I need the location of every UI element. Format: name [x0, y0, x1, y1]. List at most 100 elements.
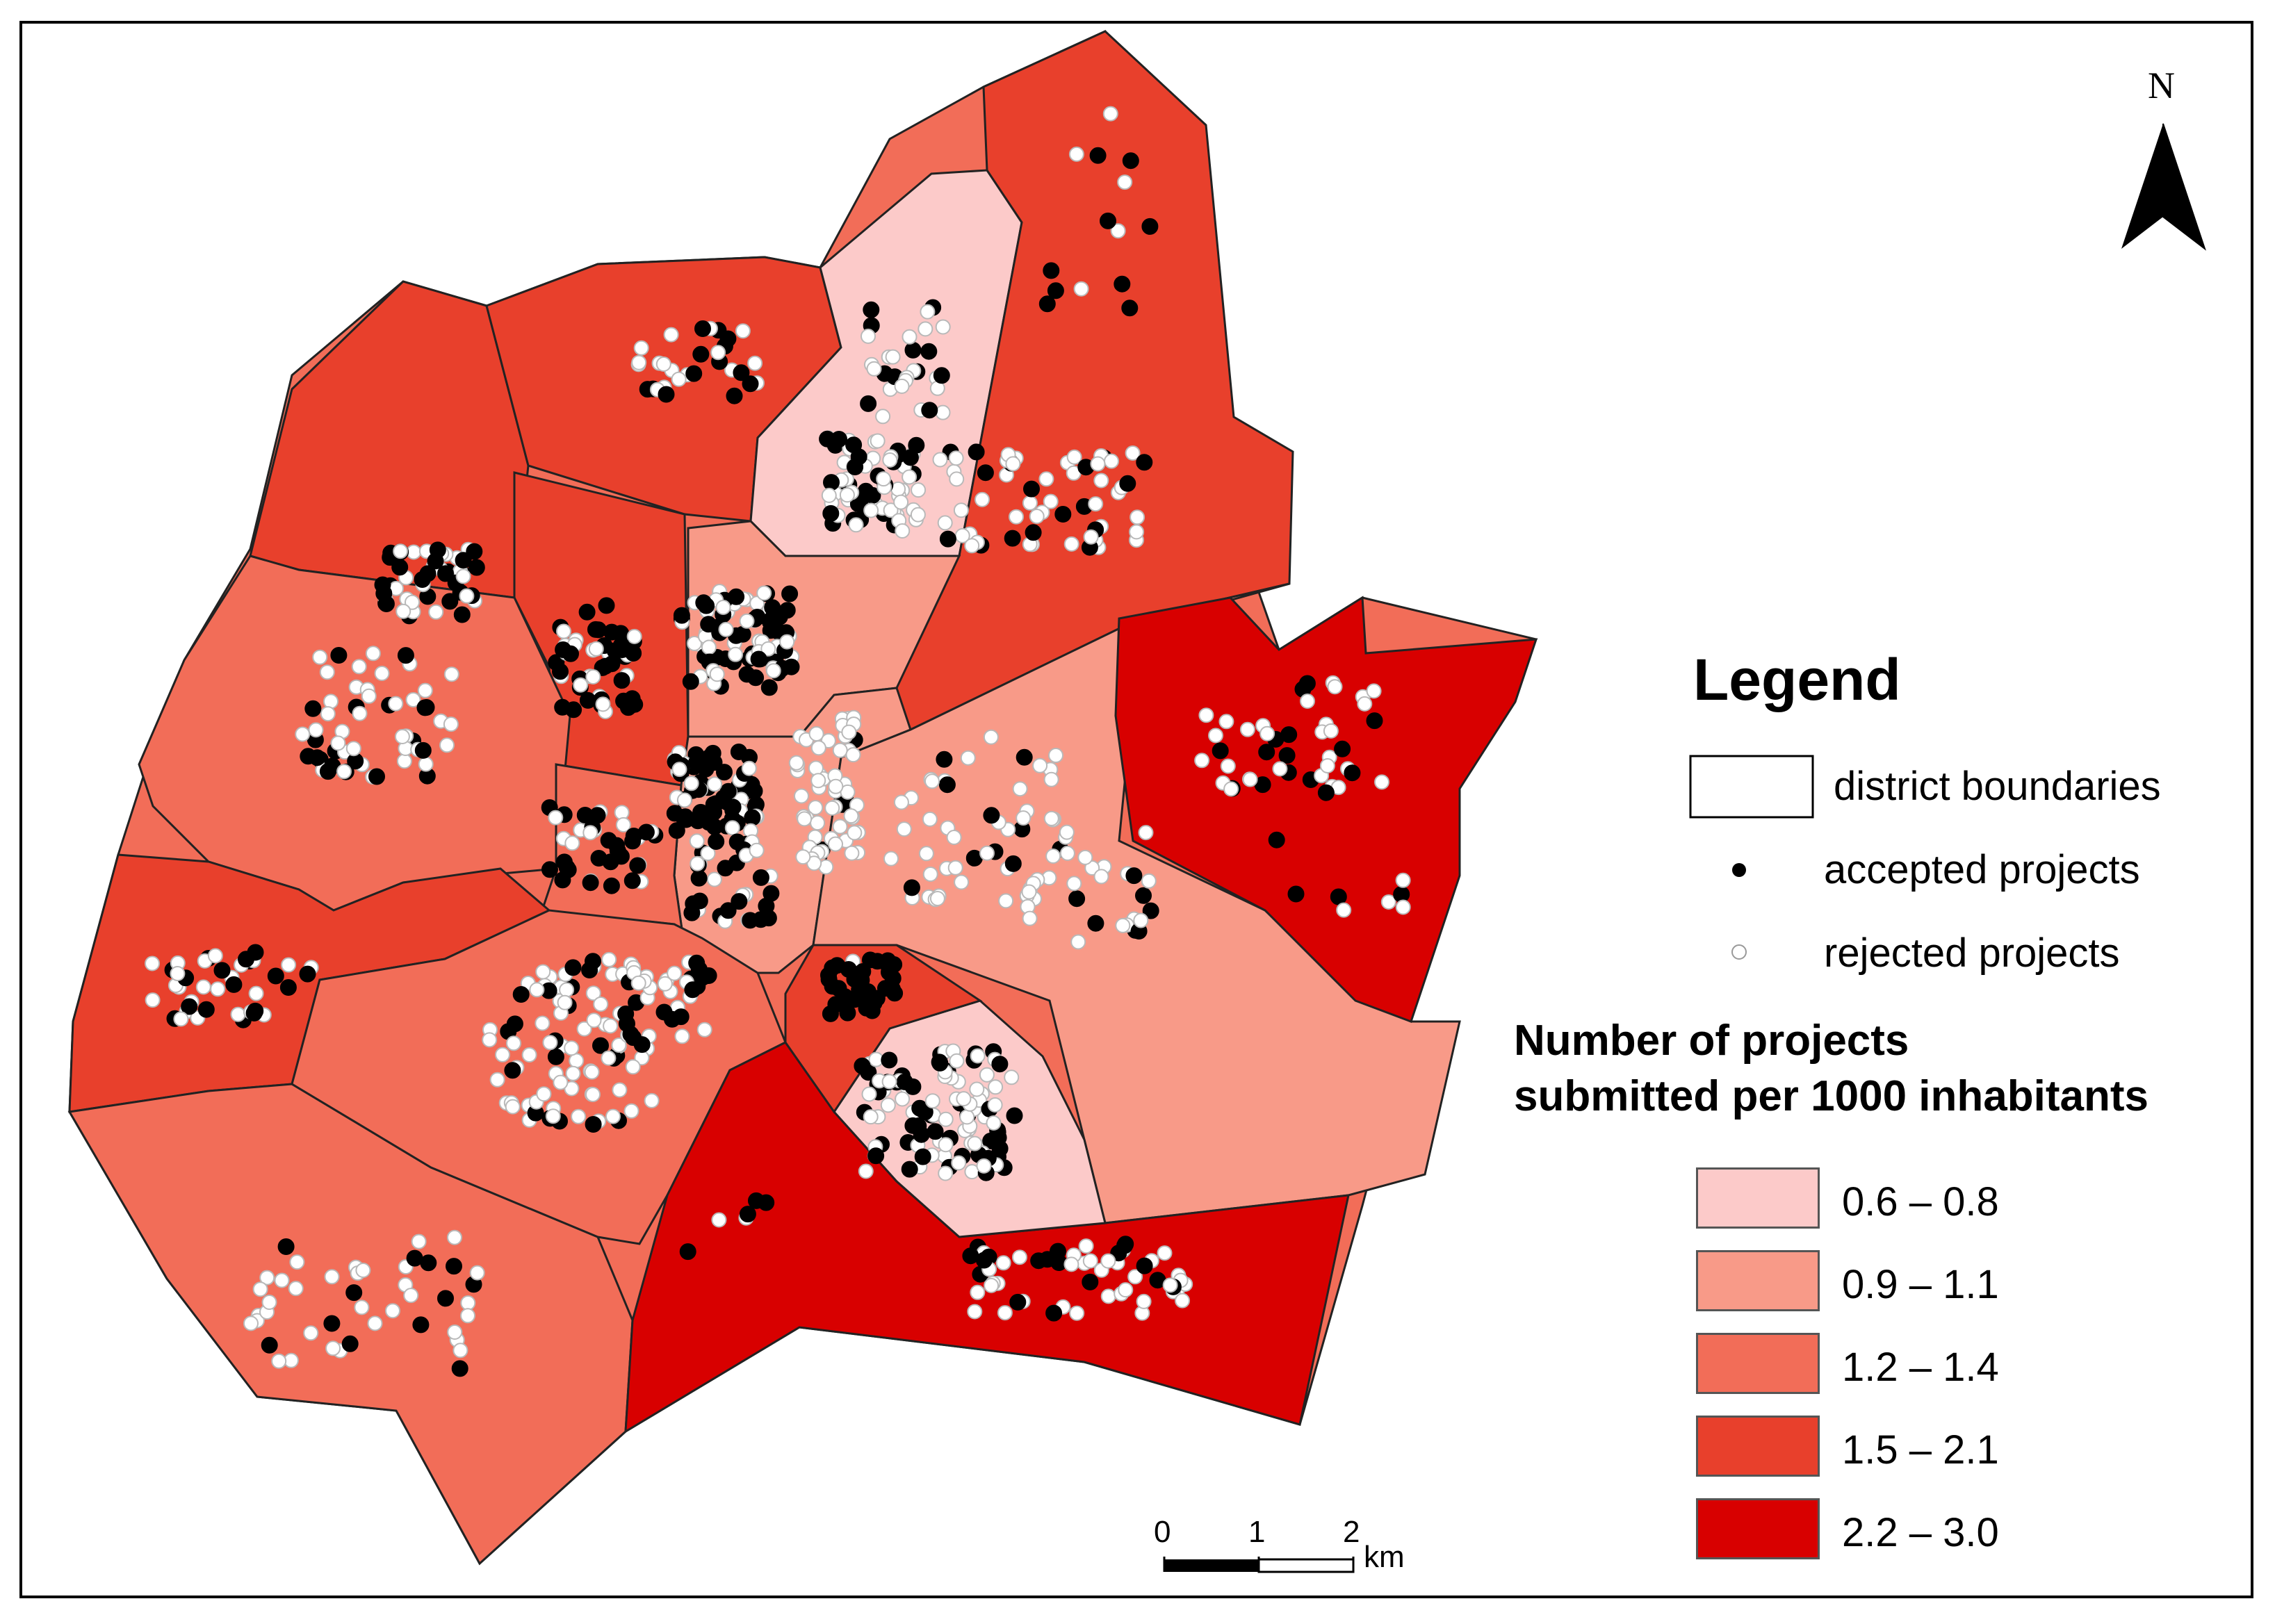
accepted-project-dot	[697, 760, 715, 778]
accepted-project-dot	[931, 1054, 949, 1072]
rejected-project-dot	[938, 1165, 954, 1181]
rejected-project-dot	[243, 1315, 259, 1331]
rejected-project-dot	[861, 328, 876, 344]
rejected-project-dot	[667, 965, 683, 981]
accepted-project-dot	[672, 1008, 690, 1026]
rejected-project-dot	[894, 378, 910, 394]
rejected-project-dot	[230, 1006, 246, 1022]
rejected-project-dot	[741, 760, 757, 776]
legend-boundary-swatch	[1689, 755, 1814, 819]
accepted-project-dot	[197, 1001, 215, 1018]
rejected-project-dot	[689, 833, 705, 849]
rejected-project-dot	[911, 482, 927, 498]
rejected-project-dot	[1208, 728, 1223, 744]
accepted-project-dot	[901, 1160, 918, 1178]
rejected-project-dot	[828, 778, 844, 794]
rejected-project-dot	[417, 682, 433, 698]
rejected-project-dot	[1127, 1269, 1143, 1285]
rejected-project-dot	[1239, 721, 1255, 737]
accepted-project-dot	[838, 991, 856, 1008]
rejected-project-dot	[967, 1304, 983, 1320]
rejected-project-dot	[1118, 1282, 1134, 1298]
accepted-project-dot	[819, 430, 836, 448]
accepted-project-dot	[752, 869, 769, 886]
rejected-project-dot	[918, 846, 934, 862]
rejected-project-dot	[585, 669, 601, 684]
rejected-project-dot	[863, 502, 879, 518]
rejected-project-dot	[439, 737, 455, 753]
rejected-project-dot	[1133, 912, 1149, 928]
rejected-project-dot	[1022, 910, 1038, 926]
rejected-project-dot	[336, 764, 352, 780]
rejected-project-dot	[749, 842, 765, 858]
legend-heading-line1: Number of projects	[1514, 1017, 1909, 1065]
rejected-project-dot	[984, 1277, 1000, 1293]
rejected-project-dot	[810, 815, 826, 831]
accepted-project-dot	[1278, 747, 1296, 764]
rejected-project-dot	[312, 649, 328, 665]
accepted-project-dot	[587, 621, 604, 638]
rejected-project-dot	[506, 1035, 521, 1051]
accepted-project-dot	[397, 647, 414, 664]
rejected-project-dot	[895, 523, 911, 539]
accepted-project-dot	[860, 395, 877, 412]
accepted-project-dot	[623, 872, 641, 889]
rejected-project-dot	[252, 1281, 268, 1297]
accepted-project-dot	[323, 1315, 341, 1332]
rejected-project-dot	[195, 979, 211, 995]
accepted-project-dot	[598, 597, 615, 614]
accepted-project-dot	[1004, 530, 1021, 547]
rejected-project-dot	[281, 957, 297, 973]
accepted-project-dot	[692, 803, 710, 821]
rejected-project-dot	[832, 819, 848, 835]
accepted-project-dot	[345, 1284, 363, 1302]
rejected-project-dot	[876, 471, 892, 487]
accepted-project-dot	[716, 764, 733, 781]
rejected-project-dot	[261, 1295, 277, 1310]
rejected-project-dot	[863, 1109, 879, 1125]
accepted-project-dot	[585, 1116, 602, 1133]
accepted-project-dot	[547, 1048, 564, 1065]
rejected-project-dot	[832, 742, 848, 758]
accepted-project-dot	[1068, 890, 1086, 908]
rejected-project-dot	[794, 788, 809, 804]
rejected-project-dot	[728, 646, 744, 662]
accepted-project-dot	[1298, 675, 1316, 692]
accepted-project-dot	[867, 1147, 885, 1165]
accepted-project-dot	[582, 874, 599, 892]
rejected-project-dot	[443, 716, 459, 732]
rejected-project-dot	[671, 371, 687, 387]
accepted-project-dot	[914, 1148, 931, 1165]
accepted-project-dot	[863, 301, 880, 318]
rejected-project-dot	[922, 867, 938, 882]
accepted-project-dot	[506, 1015, 523, 1033]
accepted-project-dot	[564, 959, 582, 976]
accepted-project-dot	[1268, 831, 1285, 848]
accepted-project-dot	[1141, 218, 1159, 235]
accepted-project-dot	[692, 345, 710, 363]
rejected-project-dot	[839, 487, 855, 503]
rejected-project-dot	[259, 1270, 275, 1286]
scale-bar	[1163, 1557, 1355, 1573]
accepted-project-dot	[822, 505, 840, 522]
rejected-project-dot	[405, 692, 421, 707]
rejected-project-dot	[271, 1353, 287, 1369]
rejected-project-dot	[1374, 774, 1389, 790]
rejected-project-dot	[1110, 223, 1126, 239]
accepted-project-dot	[739, 1206, 756, 1223]
accepted-project-dot	[1135, 887, 1152, 904]
rejected-project-dot	[922, 811, 938, 827]
accepted-project-dot	[1038, 295, 1056, 313]
scale-label-0: 0	[1154, 1515, 1171, 1549]
rejected-project-dot	[459, 588, 475, 604]
rejected-project-dot	[756, 585, 772, 601]
rejected-project-dot	[505, 1099, 521, 1115]
accepted-project-dot	[245, 1004, 263, 1022]
accepted-project-dot	[883, 982, 901, 999]
rejected-project-dot	[1323, 723, 1339, 739]
accepted-project-dot	[977, 464, 994, 482]
rejected-project-dot	[1090, 456, 1106, 472]
rejected-project-dot	[1078, 1238, 1094, 1254]
rejected-project-dot	[1069, 1305, 1085, 1321]
